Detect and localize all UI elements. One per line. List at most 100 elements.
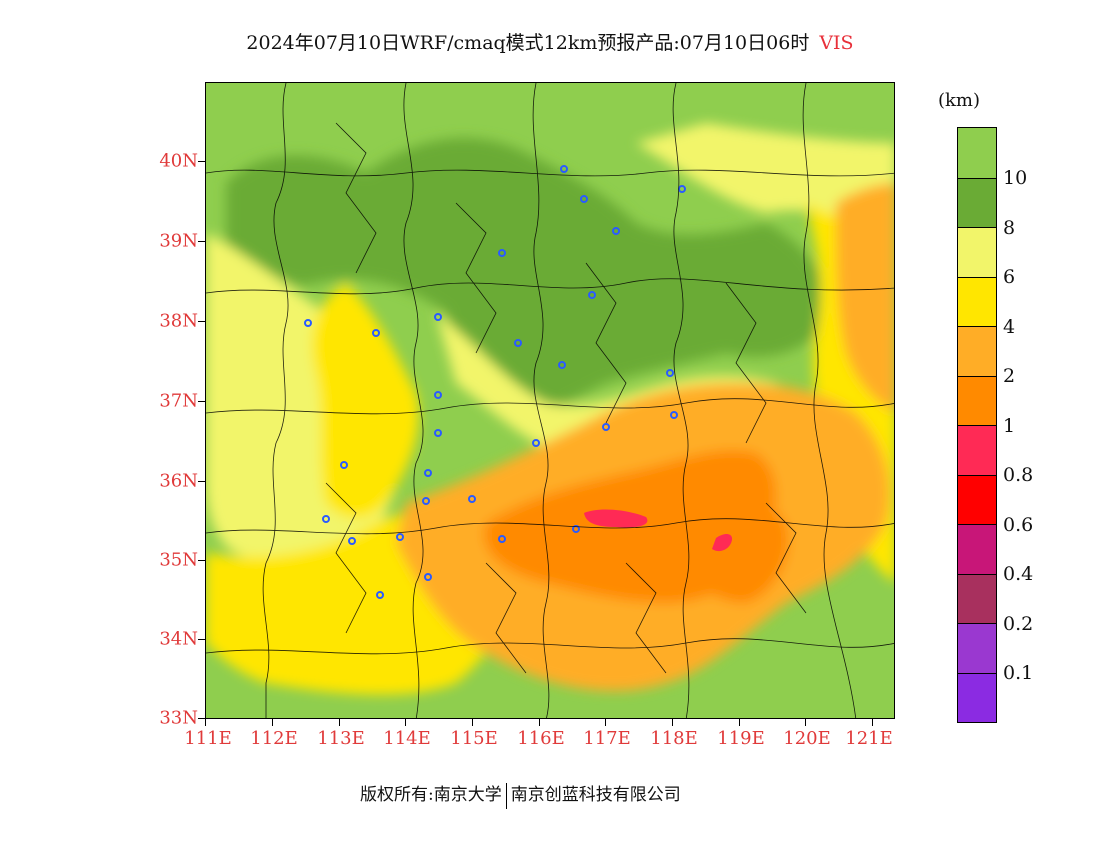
lat-tick xyxy=(198,321,205,322)
lon-tick xyxy=(272,719,273,726)
lat-label-34n: 34N xyxy=(159,628,198,650)
city-marker xyxy=(532,439,540,447)
colorbar-label: 0.6 xyxy=(1003,514,1034,536)
lon-label-114e: 114E xyxy=(383,728,431,749)
colorbar-swatch-0 xyxy=(958,128,996,178)
lat-tick xyxy=(198,161,205,162)
lon-tick xyxy=(672,719,673,726)
city-marker xyxy=(422,497,430,505)
lon-tick xyxy=(405,719,406,726)
city-marker xyxy=(348,537,356,545)
copyright-footer: 版权所有:南京大学 南京创蓝科技有限公司 xyxy=(360,780,681,809)
lat-label-33n: 33N xyxy=(159,707,198,729)
city-marker xyxy=(396,533,404,541)
colorbar-unit: (km) xyxy=(938,90,981,111)
city-marker xyxy=(560,165,568,173)
visibility-map xyxy=(205,82,895,719)
colorbar-swatch-2 xyxy=(958,227,996,277)
lat-label-40n: 40N xyxy=(159,150,198,172)
colorbar-label: 4 xyxy=(1003,316,1016,338)
copyright-left: 版权所有:南京大学 xyxy=(360,785,502,805)
vis-0.8-patch-b xyxy=(712,534,733,552)
colorbar-label: 0.2 xyxy=(1003,613,1034,635)
city-marker xyxy=(468,495,476,503)
lon-label-116e: 116E xyxy=(517,728,565,749)
colorbar-label: 6 xyxy=(1003,266,1016,288)
city-marker xyxy=(434,391,442,399)
lat-tick xyxy=(198,241,205,242)
colorbar-label: 8 xyxy=(1003,217,1016,239)
vis-2-zone-east xyxy=(836,183,894,412)
city-marker xyxy=(498,249,506,257)
city-marker xyxy=(424,469,432,477)
vis-6-zone-northeast xyxy=(636,123,894,243)
colorbar-swatch-11 xyxy=(958,672,996,722)
lon-label-121e: 121E xyxy=(845,728,893,749)
lon-tick xyxy=(605,719,606,726)
lat-tick xyxy=(198,718,205,719)
city-marker xyxy=(322,515,330,523)
colorbar-swatch-8 xyxy=(958,524,996,574)
colorbar-label: 0.1 xyxy=(1003,662,1034,684)
lat-label-35n: 35N xyxy=(159,549,198,571)
city-marker xyxy=(572,525,580,533)
city-marker xyxy=(612,227,620,235)
colorbar-swatch-9 xyxy=(958,573,996,623)
city-marker xyxy=(588,291,596,299)
colorbar-label: 1 xyxy=(1003,415,1016,437)
copyright-right: 南京创蓝科技有限公司 xyxy=(510,785,681,805)
city-marker xyxy=(666,369,674,377)
city-marker xyxy=(304,319,312,327)
lon-tick xyxy=(872,719,873,726)
chart-title: 2024年07月10日WRF/cmaq模式12km预报产品:07月10日06时 V… xyxy=(0,28,1100,55)
colorbar-swatch-7 xyxy=(958,474,996,524)
city-marker xyxy=(434,313,442,321)
city-marker xyxy=(376,591,384,599)
lon-label-118e: 118E xyxy=(650,728,698,749)
lon-label-120e: 120E xyxy=(783,728,831,749)
lon-label-119e: 119E xyxy=(717,728,765,749)
variable-label: VIS xyxy=(819,32,854,54)
city-marker xyxy=(580,195,588,203)
colorbar xyxy=(957,127,997,723)
lon-label-115e: 115E xyxy=(450,728,498,749)
city-marker xyxy=(424,573,432,581)
lon-tick xyxy=(205,719,206,726)
lat-tick xyxy=(198,481,205,482)
colorbar-swatch-3 xyxy=(958,276,996,326)
footer-divider xyxy=(505,782,507,809)
boundary-lines xyxy=(206,83,894,718)
map-svg xyxy=(206,83,894,718)
city-marker xyxy=(602,423,610,431)
colorbar-label: 10 xyxy=(1003,167,1028,189)
vis-0.8-patch-a xyxy=(584,509,648,528)
lat-label-37n: 37N xyxy=(159,390,198,412)
lat-tick xyxy=(198,560,205,561)
lon-tick xyxy=(339,719,340,726)
colorbar-label: 0.4 xyxy=(1003,563,1034,585)
lat-tick xyxy=(198,401,205,402)
lon-tick xyxy=(739,719,740,726)
city-marker xyxy=(498,535,506,543)
city-marker xyxy=(372,329,380,337)
vis-4-zone-central xyxy=(312,283,419,518)
colorbar-swatch-4 xyxy=(958,326,996,376)
city-marker xyxy=(514,339,522,347)
lat-label-39n: 39N xyxy=(159,230,198,252)
colorbar-label: 0.8 xyxy=(1003,464,1034,486)
colorbar-label: 2 xyxy=(1003,365,1016,387)
city-marker xyxy=(434,429,442,437)
colorbar-swatch-1 xyxy=(958,177,996,227)
city-marker xyxy=(670,411,678,419)
lon-label-111e: 111E xyxy=(184,728,232,749)
title-text: 2024年07月10日WRF/cmaq模式12km预报产品:07月10日06时 xyxy=(246,32,810,54)
lon-tick xyxy=(805,719,806,726)
lon-label-117e: 117E xyxy=(583,728,631,749)
colorbar-swatch-5 xyxy=(958,375,996,425)
lon-label-113e: 113E xyxy=(317,728,365,749)
lon-tick xyxy=(472,719,473,726)
city-marker xyxy=(558,361,566,369)
lat-tick xyxy=(198,639,205,640)
city-marker xyxy=(340,461,348,469)
lon-label-112e: 112E xyxy=(250,728,298,749)
